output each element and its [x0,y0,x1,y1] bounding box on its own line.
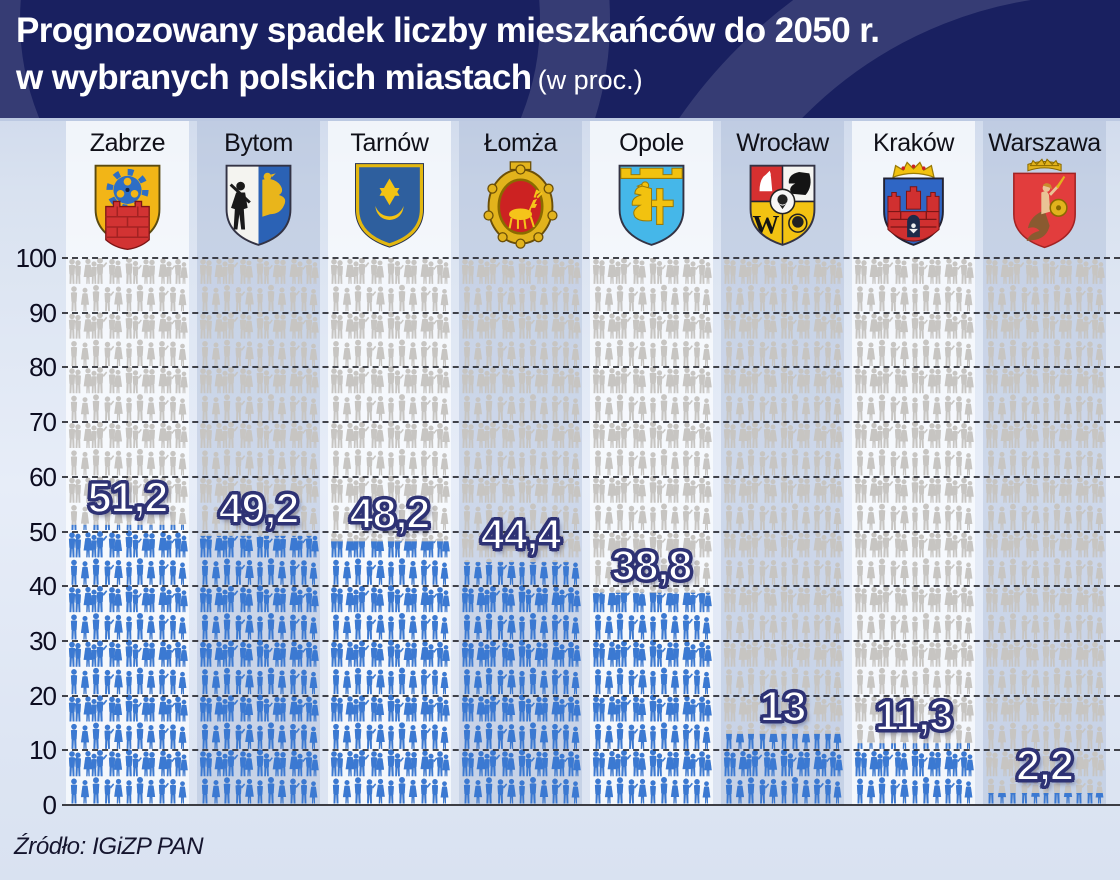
y-axis-label-10: 10 [29,735,57,766]
y-axis-label-0: 0 [42,790,57,820]
value-label-wroclaw: 13 [759,682,808,732]
city-label-krakow: Kraków [873,129,954,157]
decorative-ring-icon [0,0,610,118]
y-axis-label-70: 70 [29,407,57,438]
title-line2: w wybranych polskich miastach [16,58,532,97]
y-axis-label-90: 90 [29,297,57,328]
value-label-krakow: 11,3 [874,691,954,741]
y-axis-label-50: 50 [29,516,57,547]
title-band: Prognozowany spadek liczby mieszkańców d… [0,0,1120,121]
gridline-0 [62,804,1120,806]
gridline-10 [62,749,1120,752]
gridline-40 [62,585,1120,588]
y-axis-label-40: 40 [29,571,57,602]
gridline-20 [62,694,1120,697]
city-label-opole: Opole [619,129,684,157]
gridline-70 [62,421,1120,424]
city-label-warszawa: Warszawa [988,129,1101,157]
y-axis-label-60: 60 [29,461,57,492]
zabrze-crest-icon [89,158,166,250]
city-label-tarnow: Tarnów [350,129,429,157]
value-label-lomza: 44,4 [480,510,563,560]
gridline-80 [62,366,1120,369]
gridline-90 [62,311,1120,314]
city-label-zabrze: Zabrze [89,129,166,157]
value-label-warszawa: 2,2 [1015,741,1075,791]
krakow-crest-icon [883,161,944,246]
bytom-crest-icon [225,164,292,246]
source-text: Źródło: IGiZP PAN [14,833,204,860]
gridline-60 [62,475,1120,478]
tarnow-crest-icon [351,158,428,250]
gridline-30 [62,639,1120,642]
title-unit-suffix: (w proc.) [537,65,643,95]
y-axis-label-30: 30 [29,625,57,656]
wroclaw-crest-icon [749,164,816,246]
city-label-lomza: Łomża [483,129,558,157]
title-line1: Prognozowany spadek liczby mieszkańców d… [16,11,880,50]
lomza-crest-icon [482,160,559,250]
opole-crest-icon [618,164,685,246]
gridline-50 [62,530,1120,533]
y-axis-label-20: 20 [29,680,57,711]
chart-title: Prognozowany spadek liczby mieszkańców d… [16,7,880,104]
value-label-tarnow: 48,2 [349,489,432,539]
value-label-opole: 38,8 [611,541,694,591]
value-label-bytom: 49,2 [218,484,301,534]
city-label-bytom: Bytom [224,129,293,157]
value-label-zabrze: 51,2 [87,473,170,523]
gridline-100 [62,257,1120,259]
y-axis-label-100: 100 [15,243,57,273]
y-axis-label-80: 80 [29,352,57,383]
city-label-wroclaw: Wrocław [736,129,829,157]
warszawa-crest-icon [1013,158,1076,249]
